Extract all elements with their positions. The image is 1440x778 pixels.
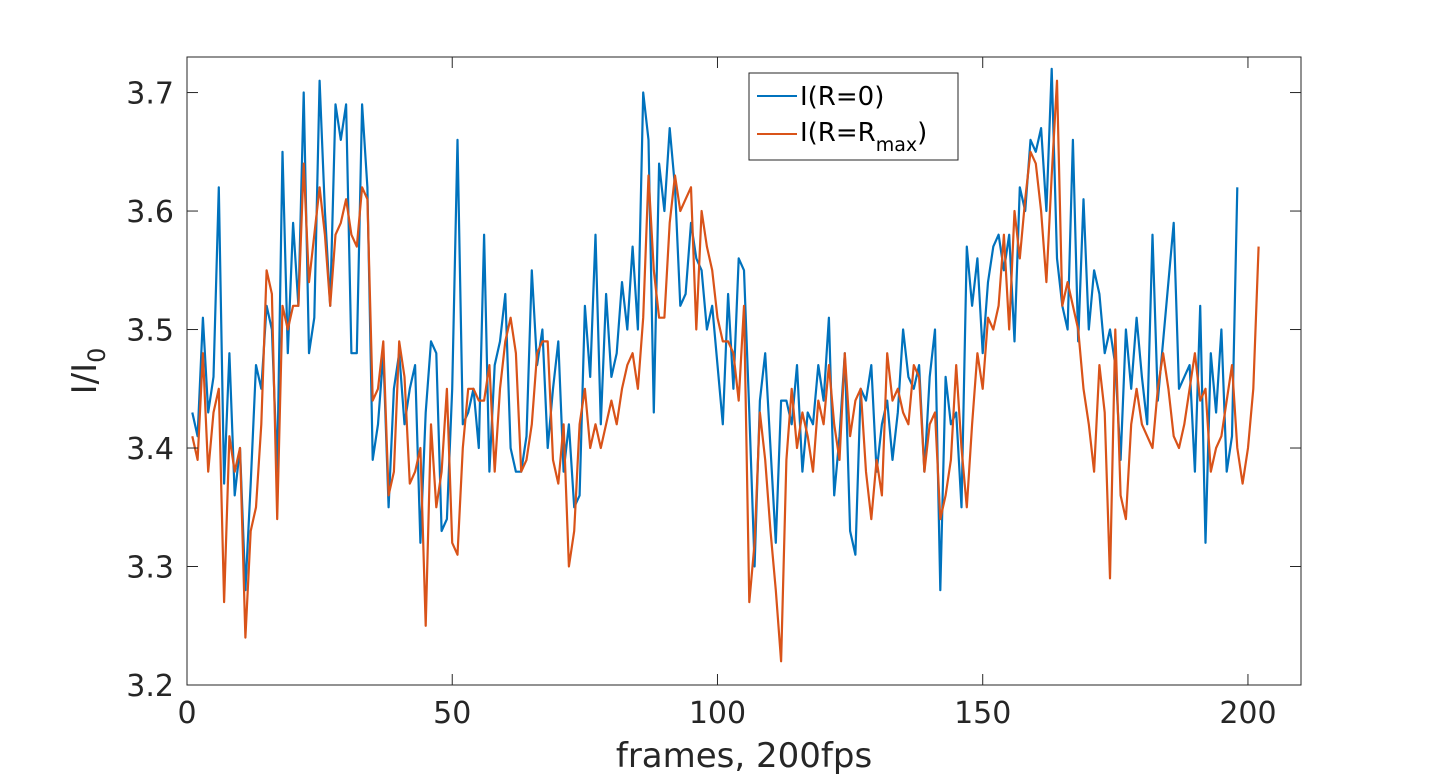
legend-label-r0-text: I(R=0) (800, 82, 884, 112)
plot-box (186, 56, 1302, 686)
legend: I(R=0) I(R=Rmax) (748, 72, 959, 161)
x-tick-label: 50 (433, 696, 471, 731)
y-axis-label-subscript: 0 (83, 348, 111, 363)
y-axis-label-main: I/I (65, 363, 105, 395)
y-axis-label: I/I0 (65, 348, 111, 395)
x-tick-label: 0 (177, 696, 196, 731)
legend-label-rmax-close: ) (917, 118, 927, 148)
y-tick-label: 3.5 (126, 314, 174, 349)
x-tick-label: 200 (1219, 696, 1276, 731)
legend-label-rmax: I(R=Rmax) (800, 118, 927, 156)
y-tick-label: 3.4 (126, 432, 174, 467)
y-tick-label: 3.6 (126, 195, 174, 230)
series-line-r0 (191, 67, 1239, 592)
x-tick-label: 100 (689, 696, 746, 731)
series-layer (191, 67, 1260, 663)
y-tick-label: 3.3 (126, 551, 174, 586)
legend-box (748, 72, 959, 161)
x-tick-label: 150 (954, 696, 1011, 731)
legend-label-r0: I(R=0) (800, 82, 884, 112)
ticks-layer: 0 50 100 150 200 3.2 3.3 3.4 3.5 3.6 3.7 (126, 57, 1301, 731)
series-line-rmax (191, 79, 1260, 663)
y-tick-label: 3.2 (126, 669, 174, 704)
legend-label-rmax-subscript: max (876, 134, 917, 156)
y-tick-label: 3.7 (126, 77, 174, 112)
legend-label-rmax-main: I(R=R (800, 118, 876, 148)
x-axis-label: frames, 200fps (616, 736, 872, 776)
